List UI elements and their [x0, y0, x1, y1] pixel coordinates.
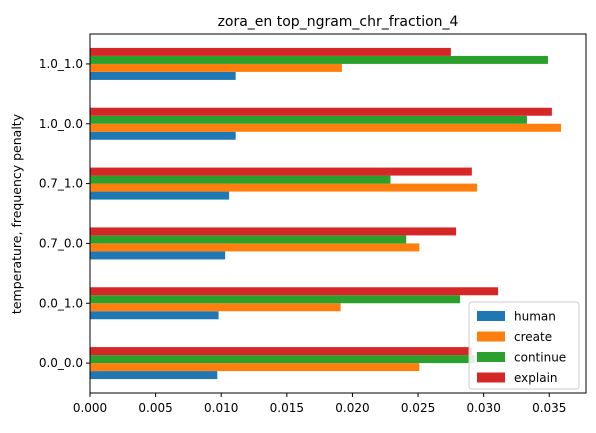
legend: human create continue explain [468, 301, 580, 390]
bar-explain-0-7_1-0 [90, 167, 472, 176]
y-axis-label: temperature, frequency penalty [9, 113, 24, 314]
bar-create-1-0_1-0 [90, 63, 342, 72]
x-tick-label: 0.020 [335, 401, 369, 415]
x-tick-label: 0.010 [204, 401, 238, 415]
bar-continue-1-0_0-0 [90, 115, 527, 124]
x-tick-label: 0.000 [73, 401, 107, 415]
bar-human-0-7_1-0 [90, 191, 230, 200]
bars-layer [90, 47, 562, 380]
y-tick-label: 0.0_1.0 [39, 296, 83, 310]
bar-explain-0-0_1-0 [90, 287, 499, 296]
bar-human-1-0_0-0 [90, 131, 236, 140]
x-tick-label: 0.025 [401, 401, 435, 415]
x-axis-ticks: 0.000 0.005 0.010 0.015 0.020 0.025 0.030 0.035 [73, 393, 566, 415]
y-tick-label: 0.0_0.0 [39, 356, 83, 370]
legend-swatch-human [477, 311, 505, 321]
bar-explain-0-7_0-0 [90, 227, 457, 236]
bar-create-0-7_0-0 [90, 243, 420, 252]
bar-create-0-0_1-0 [90, 303, 341, 312]
y-axis-ticks: 0.0_0.0 0.0_1.0 0.7_0.0 0.7_1.0 1.0_0.0 1.0_1… [39, 57, 90, 370]
x-tick-label: 0.035 [532, 401, 566, 415]
x-tick-label: 0.030 [466, 401, 500, 415]
bar-create-0-0_0-0 [90, 363, 420, 372]
bar-explain-0-0_0-0 [90, 347, 472, 356]
bar-explain-1-0_0-0 [90, 107, 552, 116]
bar-continue-0-0_1-0 [90, 295, 461, 304]
bar-human-1-0_1-0 [90, 71, 236, 80]
y-tick-label: 0.7_0.0 [39, 236, 83, 250]
legend-swatch-explain [477, 372, 505, 383]
bar-human-0-0_1-0 [90, 311, 219, 320]
bar-create-1-0_0-0 [90, 123, 562, 132]
legend-label-continue: continue [514, 351, 566, 365]
x-tick-label: 0.015 [270, 401, 304, 415]
y-tick-label: 1.0_1.0 [39, 57, 83, 71]
legend-box [468, 301, 580, 390]
bar-explain-1-0_1-0 [90, 47, 451, 56]
bar-human-0-7_0-0 [90, 251, 226, 260]
x-tick-label: 0.005 [138, 401, 172, 415]
plot-frame [89, 33, 587, 394]
legend-swatch-create [477, 331, 505, 342]
bar-continue-1-0_1-0 [90, 55, 548, 64]
y-tick-label: 1.0_0.0 [39, 117, 83, 131]
bar-create-0-7_1-0 [90, 183, 478, 192]
chart-title: zora_en top_ngram_chr_fraction_4 [218, 14, 459, 30]
bar-human-0-0_0-0 [90, 371, 218, 380]
bar-continue-0-0_0-0 [90, 355, 475, 364]
legend-label-human: human [514, 310, 556, 324]
legend-label-create: create [514, 330, 552, 344]
legend-label-explain: explain [514, 371, 558, 385]
bar-continue-0-7_0-0 [90, 235, 407, 244]
bar-continue-0-7_1-0 [90, 175, 391, 184]
y-tick-label: 0.7_1.0 [39, 177, 83, 191]
legend-swatch-continue [477, 352, 505, 362]
